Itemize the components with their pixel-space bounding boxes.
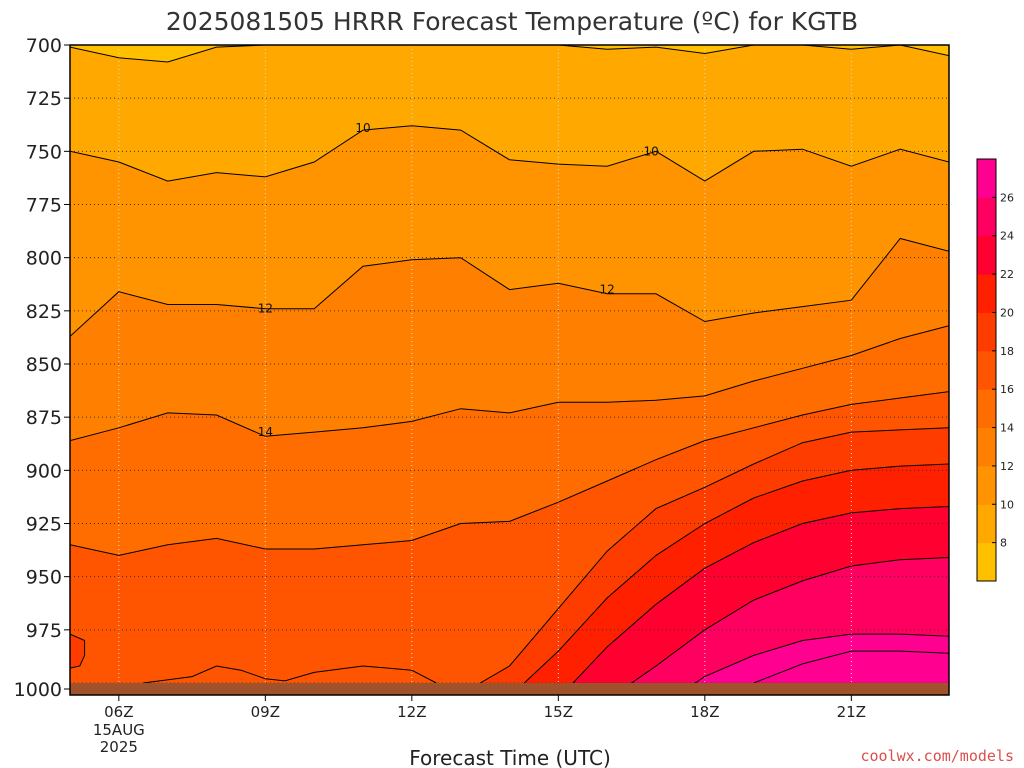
- isotherm-18: [479, 427, 949, 683]
- x-tick-label: 09Z: [251, 703, 280, 721]
- y-tick-label: 775: [26, 195, 62, 217]
- x-tick-sublabel: 15AUG: [93, 721, 145, 739]
- band-pocket-18: [70, 634, 85, 669]
- colorbar-swatch: [977, 197, 996, 237]
- colorbar-tick-label: 20: [1000, 306, 1014, 319]
- colorbar-tick-label: 12: [1000, 460, 1014, 473]
- y-tick-label: 875: [26, 407, 62, 429]
- colorbar-swatch: [977, 542, 996, 582]
- x-tick-label: 15Z: [544, 703, 573, 721]
- colorbar-tick-label: 14: [1000, 422, 1014, 435]
- y-tick-label: 700: [26, 35, 62, 57]
- isotherm-20: [523, 463, 949, 683]
- contour-label: 10: [643, 144, 658, 158]
- contour-label: 12: [258, 302, 273, 316]
- colorbar: 8 10 12 14 16 18 20 22 24 26: [976, 158, 1014, 582]
- isotherm-26: [694, 633, 949, 683]
- colorbar-swatch: [977, 274, 996, 313]
- chart-title: 2025081505 HRRR Forecast Temperature (ºC…: [166, 7, 858, 36]
- y-tick-label: 925: [26, 514, 62, 536]
- x-tick-label: 18Z: [690, 703, 719, 721]
- colorbar-tick-label: 26: [1000, 191, 1014, 204]
- isotherm-16: [70, 391, 949, 556]
- contour-label: 10: [355, 121, 370, 135]
- colorbar-tick-label: 24: [1000, 230, 1014, 243]
- x-tick-sublabel: 2025: [100, 738, 138, 756]
- contour-labels: 10 10 12 12 14: [258, 121, 659, 439]
- isotherm-8: [70, 45, 949, 63]
- isotherm-28: [753, 650, 949, 683]
- colorbar-tick-label: 16: [1000, 383, 1014, 396]
- y-tick-label: 825: [26, 301, 62, 323]
- x-tick-label: 12Z: [397, 703, 426, 721]
- contour-label: 14: [258, 425, 273, 439]
- y-tick-label: 725: [26, 88, 62, 110]
- colorbar-frame: [976, 158, 997, 582]
- isotherm-10: [70, 125, 949, 182]
- y-tick-label: 975: [26, 620, 62, 642]
- colorbar-tick-label: 8: [1000, 537, 1007, 550]
- colorbar-swatch: [977, 350, 996, 390]
- colorbar-tick-label: 18: [1000, 345, 1014, 358]
- y-tick-label: 850: [26, 354, 62, 376]
- x-tick-label: 06Z: [104, 703, 133, 721]
- isotherm-12: [70, 237, 949, 337]
- colorbar-tick-label: 10: [1000, 498, 1014, 511]
- temperature-fill-layer: [70, 45, 949, 683]
- plot-frame: [69, 44, 950, 696]
- y-tick-label: 750: [26, 141, 62, 163]
- isotherm-14: [70, 325, 949, 442]
- y-tick-label: 1000: [14, 679, 62, 701]
- y-tick-label: 900: [26, 460, 62, 482]
- y-tick-label: 950: [26, 567, 62, 589]
- x-tick-label: 21Z: [837, 703, 866, 721]
- colorbar-swatch: [977, 389, 996, 429]
- colorbar-tick-label: 22: [1000, 268, 1014, 281]
- y-axis: 700 725 750 775 800 825 850 875 900 925 950 975 1000: [14, 35, 70, 701]
- isotherm-lines: [70, 45, 949, 683]
- colorbar-swatch: [977, 312, 996, 352]
- ground-band: [70, 683, 949, 695]
- band-from-28: [753, 651, 949, 683]
- colorbar-swatch: [977, 235, 996, 275]
- colorbar-swatch: [977, 504, 996, 544]
- credit-link[interactable]: coolwx.com/models: [860, 747, 1014, 765]
- x-axis-label: Forecast Time (UTC): [409, 746, 611, 768]
- colorbar-swatch: [977, 465, 996, 505]
- colorbar-swatch: [977, 427, 996, 467]
- isotherm-pocket-16: [143, 665, 437, 683]
- y-tick-label: 800: [26, 248, 62, 270]
- isotherm-24: [631, 557, 949, 683]
- contour-label: 12: [600, 283, 615, 297]
- colorbar-swatch: [977, 159, 996, 198]
- isotherm-pocket-18: [70, 633, 86, 669]
- isotherm-22: [572, 506, 949, 683]
- band-pocket-16: [143, 666, 437, 683]
